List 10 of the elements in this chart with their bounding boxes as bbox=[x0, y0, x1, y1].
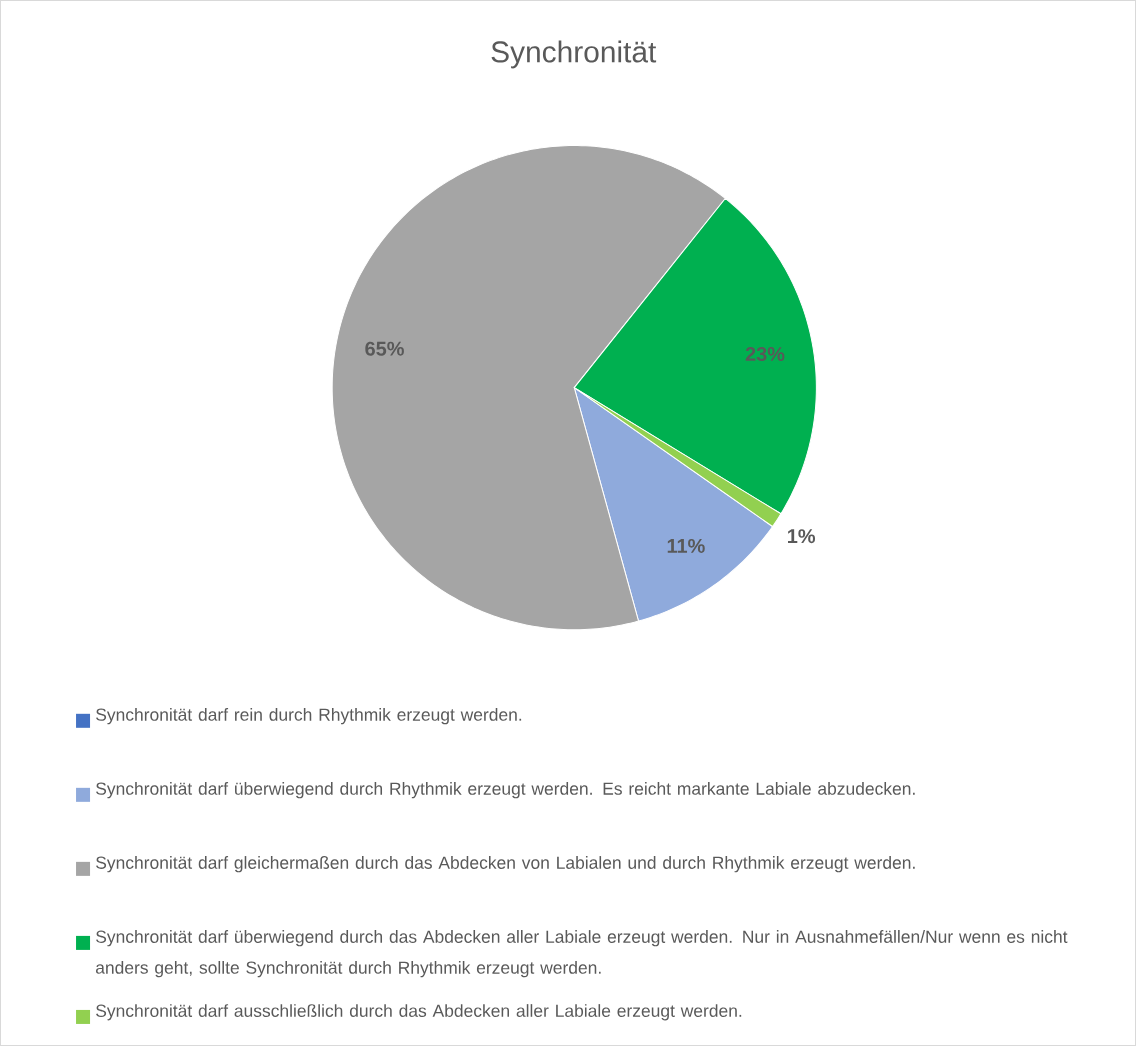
legend-label: Synchronität darf überwiegend durch Rhythmik erzeugt werden. Es reicht markante Labiale abzudecken. bbox=[96, 782, 915, 799]
legend-label: Synchronität darf gleichermaßen durch das Abdecken von Labialen und durch Rhythmik erzeugt werden. bbox=[96, 856, 915, 873]
chart-title: Synchronität bbox=[491, 40, 657, 69]
legend-label: Synchronität darf überwiegend durch das Abdecken aller Labiale erzeugt werden. Nur in Ausnahmefällen/Nur wenn es nicht anders geht, sollte Synchronität durch Rhythmik erzeugt werden. bbox=[95, 930, 1068, 978]
data-label: 1% bbox=[788, 529, 816, 544]
data-label: 65% bbox=[365, 341, 404, 356]
legend-label: Synchronität darf rein durch Rhythmik erzeugt werden. bbox=[96, 708, 522, 725]
data-label: 11% bbox=[667, 538, 705, 553]
legend-label: Synchronität darf ausschließlich durch das Abdecken aller Labiale erzeugt werden. bbox=[96, 1004, 742, 1021]
data-label: 23% bbox=[745, 346, 785, 362]
